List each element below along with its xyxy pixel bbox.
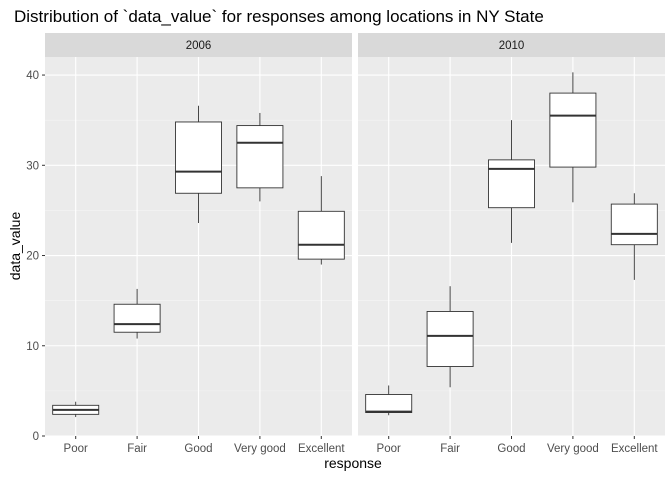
facet-strip-label: 2010 — [499, 40, 525, 52]
y-tick-label: 20 — [26, 251, 39, 263]
box-2010-fair — [426, 286, 474, 388]
x-tick-label: Good — [184, 443, 212, 455]
x-tick-label: Fair — [127, 443, 147, 455]
box-body — [365, 394, 413, 413]
box-2006-poor — [52, 401, 100, 418]
facet-strip — [358, 33, 665, 57]
facet-strip-label: 2006 — [186, 40, 212, 52]
box-2006-fair — [113, 288, 161, 339]
box-body — [236, 125, 284, 189]
x-tick-label: Very good — [234, 443, 286, 455]
y-tick-label: 10 — [26, 341, 39, 353]
box-2010-good — [488, 120, 535, 243]
y-tick-label: 40 — [26, 70, 39, 82]
y-tick-label: 30 — [26, 160, 39, 172]
y-tick-label: 0 — [33, 431, 39, 443]
facet-strip — [45, 33, 352, 57]
facet-panel-2010: 2010 Poor Fair Good Very good Excellent — [358, 33, 665, 455]
x-tick-label: Excellent — [298, 443, 345, 455]
x-tick-label: Fair — [440, 443, 460, 455]
box-2006-very-good — [236, 112, 284, 202]
x-tick-label: Excellent — [611, 443, 658, 455]
box-body — [297, 210, 345, 260]
x-tick-label: Poor — [377, 443, 401, 455]
box-body — [113, 303, 161, 333]
box-2010-excellent — [610, 193, 658, 280]
box-2010-poor — [365, 385, 413, 416]
facet-panel-2006: 2006 Poor Fair Good Very good Excellent — [45, 33, 352, 455]
y-axis: 0 10 20 30 40 — [26, 70, 45, 443]
x-tick-label: Good — [497, 443, 525, 455]
box-body — [549, 92, 597, 168]
box-2006-good — [175, 105, 222, 224]
x-axis-label: response — [324, 455, 382, 471]
box-2006-excellent — [297, 176, 345, 265]
box-body — [610, 203, 658, 246]
x-tick-label: Poor — [64, 443, 88, 455]
facet-panels: 2006 Poor Fair Good Very good Excellent 2010 Po… — [45, 33, 665, 455]
x-tick-label: Very good — [547, 443, 599, 455]
box-body — [488, 159, 535, 209]
box-2010-very-good — [549, 72, 597, 203]
y-axis-label: data_value — [7, 212, 23, 281]
box-body — [426, 311, 474, 367]
chart-title: Distribution of `data_value` for respons… — [14, 7, 544, 26]
box-body — [175, 121, 222, 194]
